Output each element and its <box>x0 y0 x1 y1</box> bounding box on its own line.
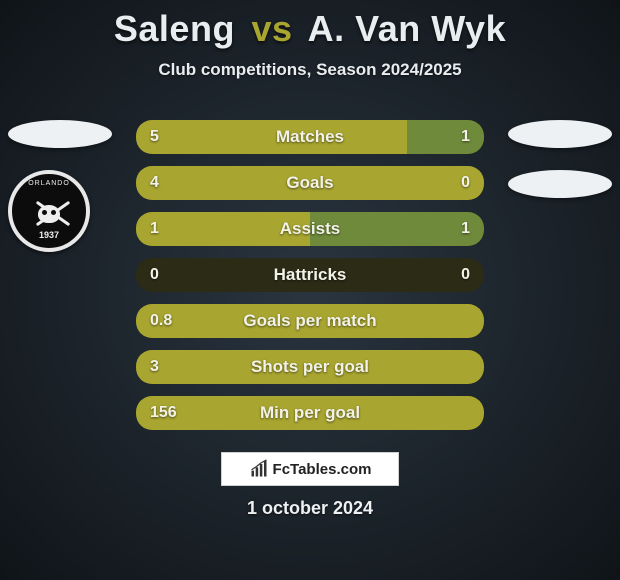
club-year: 1937 <box>39 230 59 240</box>
stat-value-right: 0 <box>461 258 470 292</box>
player1-photo-placeholder <box>8 120 112 148</box>
player1-club-badge: ORLANDO 1937 <box>8 170 90 252</box>
stat-bar-left <box>136 120 407 154</box>
stat-value-left: 156 <box>150 396 177 430</box>
stat-bar-right <box>407 120 484 154</box>
stat-value-right: 0 <box>461 166 470 200</box>
fctables-text: FcTables.com <box>273 461 372 478</box>
player1-name: Saleng <box>114 8 235 49</box>
stat-bar-left <box>136 212 310 246</box>
left-badges-column: ORLANDO 1937 <box>8 120 112 252</box>
club-arc-text: ORLANDO <box>28 180 70 187</box>
bars-icon <box>249 459 269 479</box>
stats-panel: 51Matches40Goals11Assists00Hattricks0.8G… <box>136 120 484 442</box>
right-badges-column <box>508 120 612 220</box>
stat-row: 0 0Hattricks <box>136 258 484 292</box>
stat-bar-left <box>136 304 484 338</box>
stat-row: 3Shots per goal <box>136 350 484 384</box>
stat-row: 40Goals <box>136 166 484 200</box>
skull-icon <box>38 205 60 223</box>
subtitle: Club competitions, Season 2024/2025 <box>0 60 620 80</box>
stat-row: 156Min per goal <box>136 396 484 430</box>
fctables-watermark[interactable]: FcTables.com <box>221 452 399 486</box>
player2-name: A. Van Wyk <box>308 8 506 49</box>
comparison-title: Saleng vs A. Van Wyk <box>0 0 620 50</box>
stat-value-left: 0 <box>150 258 159 292</box>
stat-value-right: 1 <box>461 212 470 246</box>
stat-value-right: 1 <box>461 120 470 154</box>
player2-photo-placeholder <box>508 120 612 148</box>
player2-club-placeholder <box>508 170 612 198</box>
stat-value-left: 3 <box>150 350 159 384</box>
stat-value-left: 0.8 <box>150 304 172 338</box>
stat-row: 0.8Goals per match <box>136 304 484 338</box>
stat-value-left: 1 <box>150 212 159 246</box>
stat-value-left: 5 <box>150 120 159 154</box>
vs-text: vs <box>251 8 292 49</box>
stat-bar-right <box>310 212 484 246</box>
stat-bar-left <box>136 166 484 200</box>
stat-label: Hattricks <box>136 258 484 292</box>
stat-value-left: 4 <box>150 166 159 200</box>
stat-bar-left <box>136 396 484 430</box>
stat-bar-left <box>136 350 484 384</box>
stat-row: 51Matches <box>136 120 484 154</box>
stat-row: 11Assists <box>136 212 484 246</box>
date-text: 1 october 2024 <box>0 498 620 519</box>
